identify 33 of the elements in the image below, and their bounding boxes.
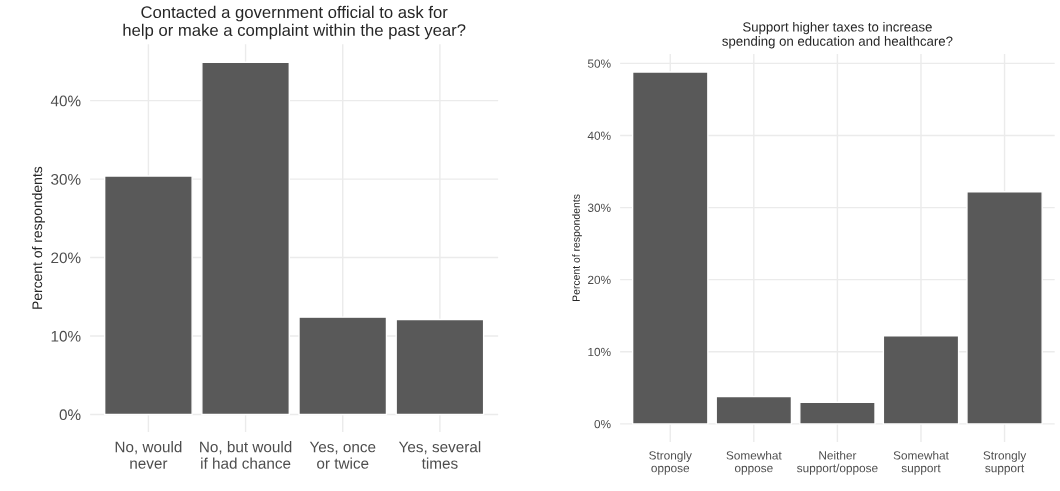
y-tick-label: 20% — [51, 252, 81, 264]
y-tick-label: 0% — [59, 409, 81, 421]
x-tick-label: Yes, once or twice — [309, 441, 376, 469]
y-tick-label: 10% — [588, 347, 611, 357]
y-tick-label: 40% — [50, 95, 81, 107]
x-tick-label: Strongly oppose — [649, 450, 692, 475]
x-tick-label: Somewhat oppose — [726, 450, 782, 475]
x-tick-label: Neither support/oppose — [797, 450, 878, 475]
x-tick-label: Yes, several times — [398, 441, 481, 469]
y-tick-label: 30% — [587, 203, 611, 212]
y-tick-label: 30% — [51, 173, 81, 185]
bar — [631, 71, 709, 425]
x-tick-label: Strongly support — [983, 450, 1027, 475]
bar — [715, 395, 793, 425]
x-tick-label: No, but would if had chance — [200, 441, 292, 469]
y-tick-label: 0% — [594, 419, 611, 429]
bar — [395, 318, 485, 416]
bar — [298, 316, 388, 416]
y-axis-title: Percent of respondents — [572, 194, 582, 301]
y-tick-label: 50% — [587, 59, 611, 68]
chart-title: Contacted a government official to ask for help or make a complaint within the past year? — [123, 5, 466, 40]
bar — [799, 401, 876, 425]
x-tick-label: No, would never — [115, 441, 182, 469]
bar — [882, 335, 960, 425]
bar — [201, 61, 290, 416]
y-tick-label: 10% — [51, 330, 81, 342]
y-tick-label: 40% — [587, 131, 611, 140]
chart-title: Support higher taxes to increase spending on education and healthcare? — [722, 21, 953, 49]
y-axis-title: Percent of respondents — [31, 166, 45, 309]
x-tick-label: Somewhat support — [893, 450, 949, 475]
bar — [966, 191, 1043, 425]
bar — [103, 175, 193, 416]
y-tick-label: 20% — [588, 275, 611, 285]
